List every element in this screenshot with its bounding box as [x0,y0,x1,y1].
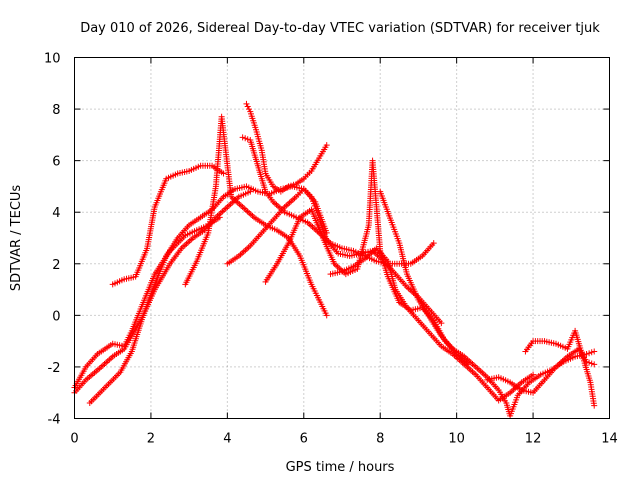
x-tick-label: 14 [601,432,618,447]
x-tick-label: 2 [147,432,155,447]
y-tick-label: 10 [44,52,61,67]
y-tick-label: 6 [52,155,60,170]
series-arc-j [327,245,537,404]
plot-frame [74,57,610,419]
y-tick-label: -2 [48,361,61,376]
y-tick-label: 0 [52,309,60,324]
x-tick-label: 12 [525,432,542,447]
series-arc-a [109,162,227,288]
x-tick-label: 10 [448,432,465,447]
x-tick-label: 4 [223,432,231,447]
series-arc-f [243,100,330,195]
y-axis-label: SDTVAR / TECUs [9,185,24,292]
x-tick-label: 0 [70,432,78,447]
chart-title: Day 010 of 2026, Sidereal Day-to-day VTE… [80,21,600,36]
grid [74,57,610,419]
series-line [74,191,251,394]
x-tick-label: 8 [376,432,384,447]
series-arc-e [182,113,330,319]
series-markers [327,245,537,404]
series-markers [182,113,330,319]
axis-ticks: 0 2 4 6 8 10 12 14 -4 -2 0 2 4 6 8 10 [44,52,618,447]
x-tick-label: 6 [300,432,308,447]
y-tick-label: 8 [52,103,60,118]
series-markers [522,327,598,409]
series-markers [243,100,330,195]
y-tick-label: -4 [48,413,61,428]
series-arc-m [522,327,598,409]
y-tick-label: 4 [52,206,60,221]
y-tick-label: 2 [52,258,60,273]
series-markers [109,162,227,288]
x-axis-label: GPS time / hours [286,460,395,475]
